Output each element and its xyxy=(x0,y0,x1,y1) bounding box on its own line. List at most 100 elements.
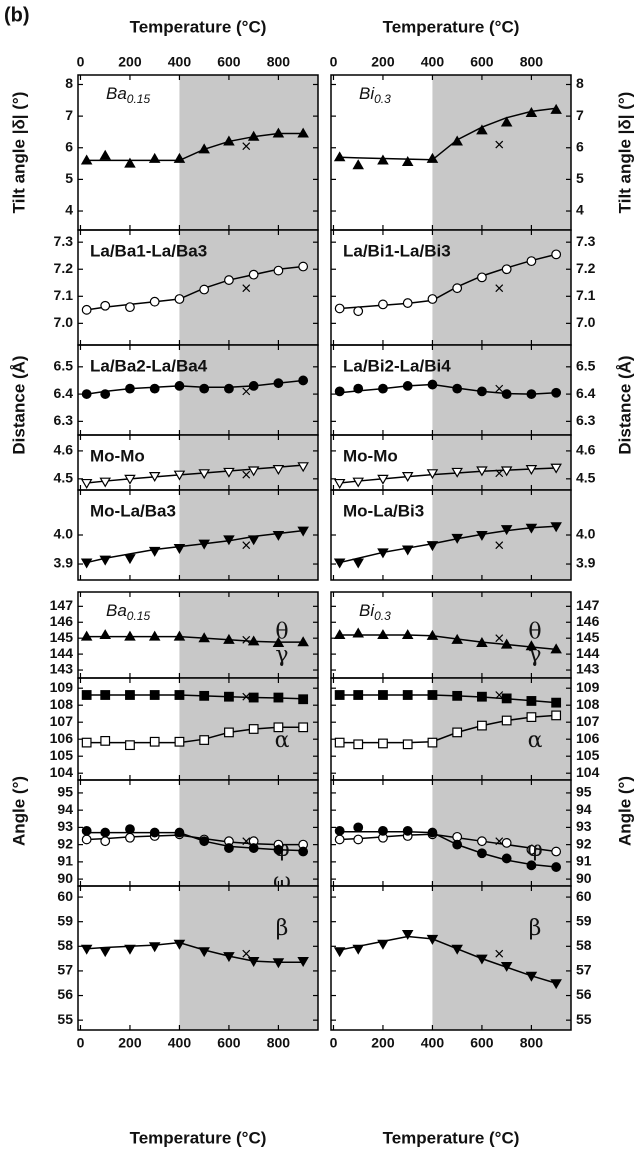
marker xyxy=(174,827,185,838)
marker xyxy=(80,558,93,569)
y-axis-title: Angle (°) xyxy=(9,776,28,846)
marker xyxy=(551,387,562,398)
marker xyxy=(378,825,388,836)
marker xyxy=(452,283,463,294)
marker xyxy=(476,466,488,477)
shaded-region xyxy=(179,592,318,678)
marker xyxy=(247,130,260,141)
marker xyxy=(224,383,234,394)
marker xyxy=(525,523,538,534)
y-tick-label: 6.5 xyxy=(576,358,596,374)
marker xyxy=(525,107,538,117)
cross-marker xyxy=(495,634,504,643)
shaded-region xyxy=(432,75,571,230)
composition-label: Bi0.3 xyxy=(359,84,391,106)
marker xyxy=(333,478,346,489)
marker xyxy=(526,696,537,706)
marker xyxy=(149,690,160,700)
marker xyxy=(198,632,210,643)
marker xyxy=(551,862,562,872)
marker xyxy=(377,474,389,485)
marker xyxy=(352,477,364,488)
y-tick-label: 58 xyxy=(57,937,73,953)
y-tick-label: 4 xyxy=(576,202,584,218)
marker xyxy=(550,522,562,533)
cross-marker xyxy=(242,284,251,293)
marker xyxy=(476,954,488,965)
x-axis-title: Temperature (°C) xyxy=(130,1128,267,1147)
marker xyxy=(526,860,537,871)
marker xyxy=(81,690,92,700)
marker xyxy=(248,269,259,280)
y-tick-label: 58 xyxy=(576,937,592,953)
marker xyxy=(199,735,210,745)
marker xyxy=(353,834,364,845)
marker xyxy=(353,383,364,394)
panel-text: La/Bi1-La/Bi3 xyxy=(343,241,451,260)
marker xyxy=(451,633,463,644)
marker xyxy=(100,300,111,311)
cross-marker xyxy=(495,949,504,958)
marker xyxy=(272,530,285,541)
marker xyxy=(333,151,346,162)
y-tick-label: 92 xyxy=(57,835,73,851)
marker xyxy=(550,463,562,474)
panel-text: Mo-La/Ba3 xyxy=(90,501,176,520)
marker xyxy=(500,961,513,972)
fit-line xyxy=(86,379,304,395)
y-tick-label: 60 xyxy=(576,888,592,904)
marker xyxy=(402,825,413,836)
cross-marker xyxy=(242,470,251,479)
y-tick-label: 94 xyxy=(57,801,73,817)
x-tick-label: 200 xyxy=(118,54,142,70)
x-tick-label: 800 xyxy=(520,1035,544,1051)
cross-marker xyxy=(242,692,251,701)
shaded-region xyxy=(179,780,318,886)
marker xyxy=(452,690,463,701)
x-tick-label: 400 xyxy=(421,1035,445,1051)
marker xyxy=(124,944,136,955)
marker xyxy=(198,947,210,958)
y-axis-title: Distance (Å) xyxy=(615,355,634,454)
fit-line xyxy=(339,833,557,853)
x-tick-label: 600 xyxy=(217,1035,241,1051)
marker xyxy=(333,947,346,958)
marker xyxy=(297,636,309,647)
composition-subscript: 0.15 xyxy=(127,609,151,623)
marker xyxy=(526,712,537,722)
panel-text: Mo-Mo xyxy=(90,446,145,465)
y-tick-label: 56 xyxy=(576,986,592,1002)
fit-line xyxy=(86,265,304,311)
cross-marker xyxy=(495,384,504,393)
marker xyxy=(174,736,185,747)
y-tick-label: 55 xyxy=(576,1011,592,1027)
marker xyxy=(298,722,309,733)
marker xyxy=(173,544,186,554)
cross-marker xyxy=(495,140,504,149)
marker xyxy=(198,539,210,550)
marker xyxy=(526,256,537,267)
marker xyxy=(247,466,260,477)
marker xyxy=(401,472,414,482)
x-tick-label: 800 xyxy=(267,54,291,70)
marker xyxy=(377,629,389,640)
y-tick-label: 60 xyxy=(57,888,73,904)
marker xyxy=(451,533,463,544)
fit-line xyxy=(339,935,557,984)
marker xyxy=(477,836,487,847)
marker xyxy=(223,633,235,644)
y-tick-label: 146 xyxy=(50,613,74,629)
marker xyxy=(426,541,439,552)
marker xyxy=(248,843,259,853)
marker xyxy=(334,825,345,836)
marker xyxy=(125,824,135,835)
angle-label: α xyxy=(275,728,290,753)
composition-label: Ba0.15 xyxy=(106,84,150,106)
y-tick-label: 109 xyxy=(576,679,600,695)
y-tick-label: 93 xyxy=(57,818,73,834)
x-tick-label: 600 xyxy=(470,1035,494,1051)
y-tick-label: 4.6 xyxy=(576,442,596,458)
x-tick-label: 0 xyxy=(77,1035,85,1051)
y-tick-label: 91 xyxy=(576,853,592,869)
y-tick-label: 6.4 xyxy=(54,385,74,401)
